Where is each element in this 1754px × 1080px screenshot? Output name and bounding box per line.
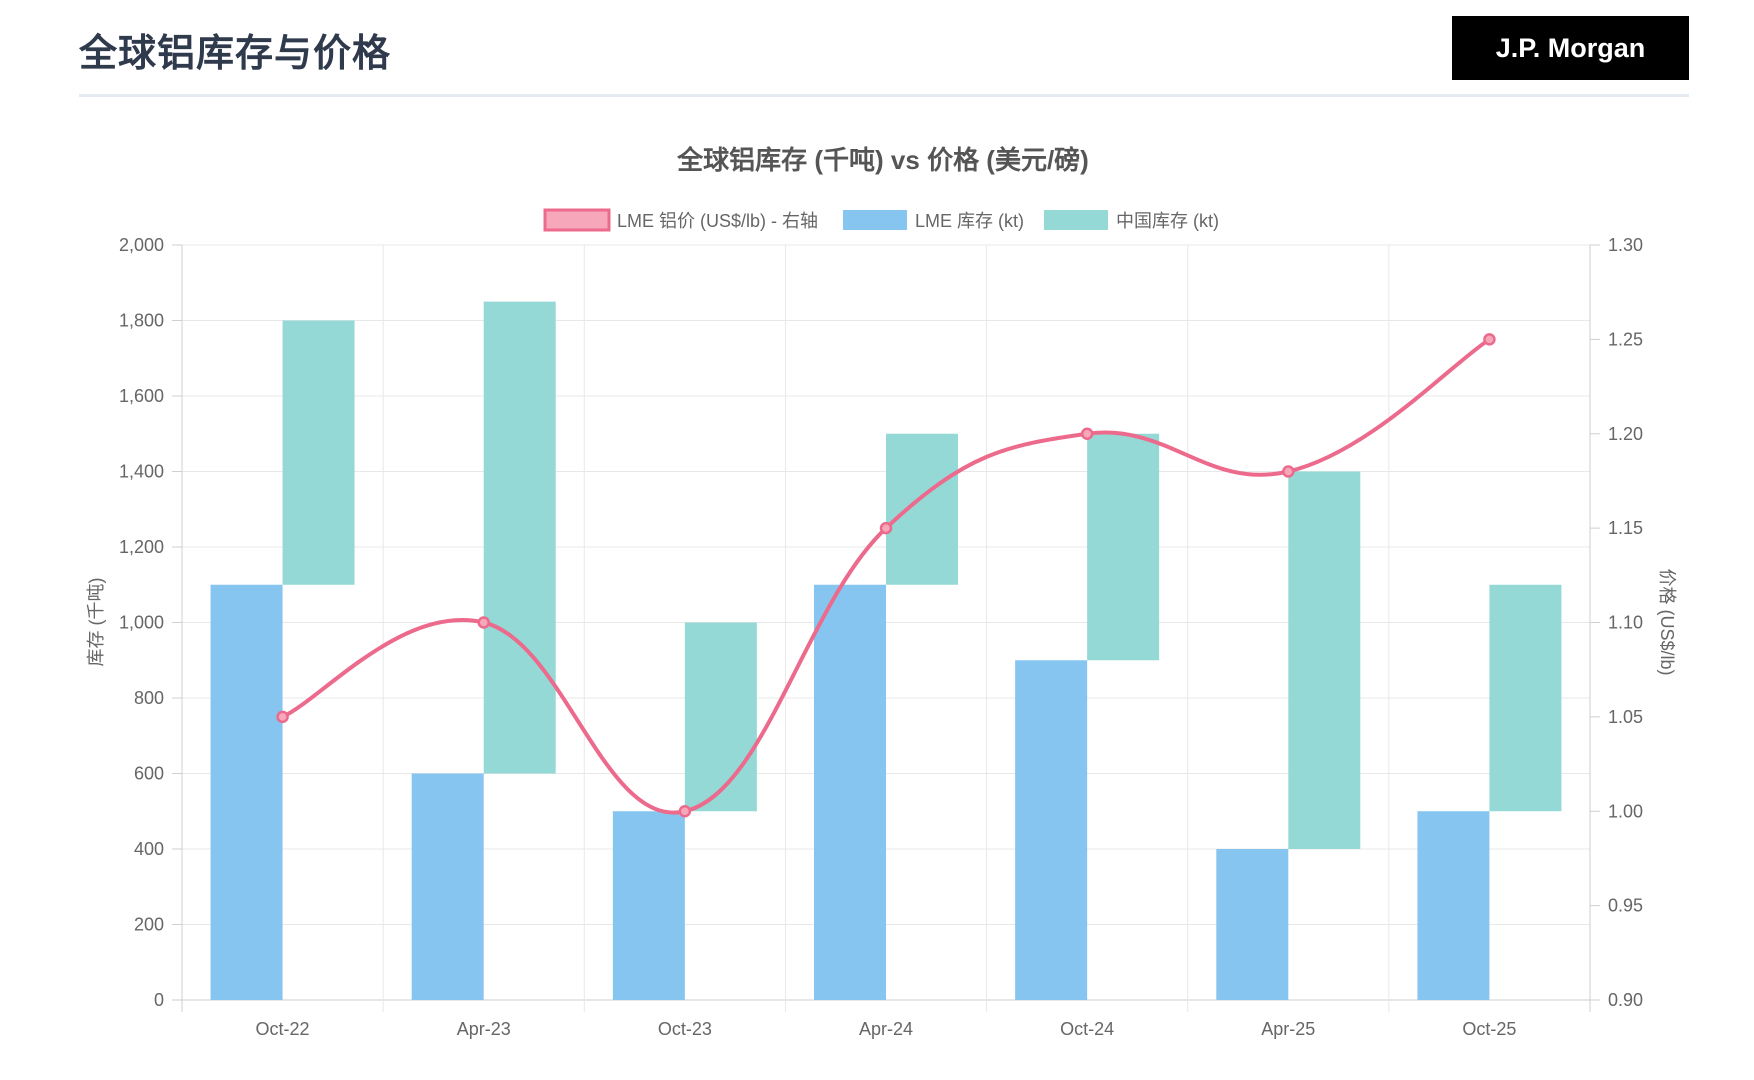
bar-china-oct-22 — [282, 320, 355, 585]
legend-swatch-price — [543, 208, 611, 232]
y2-tick-label: 0.95 — [1608, 896, 1643, 916]
x-tick-label: Apr-23 — [457, 1019, 511, 1039]
y-tick-label: 600 — [134, 764, 164, 784]
x-tick-label: Oct-25 — [1462, 1019, 1516, 1039]
y2-tick-label: 1.05 — [1608, 707, 1643, 727]
price-point-oct-22 — [276, 710, 289, 724]
price-point-oct-23 — [678, 805, 692, 818]
y-tick-label: 800 — [134, 688, 164, 708]
legend-swatch-lme — [843, 210, 907, 230]
y2-tick-label: 1.15 — [1608, 518, 1643, 538]
y-tick-label: 1,200 — [119, 537, 164, 557]
bar-lme-apr-24 — [814, 584, 886, 1000]
legend-item-price[interactable]: LME 铝价 (US$/lb) - 右轴 — [543, 208, 818, 232]
price-line — [276, 333, 1496, 818]
y-tick-label: 400 — [134, 839, 164, 859]
legend-item-lme[interactable]: LME 库存 (kt) — [843, 210, 1024, 231]
x-tick-label: Oct-23 — [658, 1019, 712, 1039]
bar-lme-oct-24 — [1015, 660, 1088, 1000]
bar-china-oct-23 — [684, 622, 757, 812]
bar-china-apr-23 — [483, 301, 556, 774]
page-title: 全球铝库存与价格 — [79, 31, 392, 75]
y2-tick-label: 1.25 — [1608, 329, 1643, 349]
legend: LME 铝价 (US$/lb) - 右轴 LME 库存 (kt) 中国库存 (k… — [543, 208, 1219, 232]
x-tick-label: Apr-25 — [1261, 1019, 1315, 1039]
x-tick-label: Apr-24 — [859, 1019, 913, 1039]
bar-lme-apr-25 — [1216, 849, 1289, 1000]
x-tick-label: Oct-24 — [1060, 1019, 1114, 1039]
axes: 0 200 400 600 800 1,000 1,200 1,400 1,600 1,800 2,… — [119, 235, 1643, 1039]
bar-china-apr-24 — [886, 433, 958, 585]
y2-tick-label: 1.00 — [1608, 801, 1643, 821]
y2-axis-title: 价格 (US$/lb) — [1657, 568, 1677, 675]
y-tick-label: 2,000 — [119, 235, 164, 255]
y-axis-title: 库存 (千吨) — [86, 578, 106, 667]
chart-title: 全球铝库存 (千吨) vs 价格 (美元/磅) — [676, 145, 1089, 175]
legend-label-price: LME 铝价 (US$/lb) - 右轴 — [617, 211, 818, 231]
y2-tick-label: 1.20 — [1608, 424, 1643, 444]
legend-item-china[interactable]: 中国库存 (kt) — [1044, 210, 1219, 231]
price-point-oct-24 — [1080, 427, 1094, 440]
bar-china-oct-25 — [1489, 584, 1562, 812]
legend-label-china: 中国库存 (kt) — [1116, 211, 1219, 231]
y2-tick-label: 1.10 — [1608, 613, 1643, 633]
y2-tick-label: 0.90 — [1608, 990, 1643, 1010]
price-point-apr-23 — [477, 616, 490, 629]
bars — [210, 301, 1562, 1000]
price-point-oct-25 — [1483, 333, 1496, 346]
legend-swatch-china — [1044, 210, 1108, 230]
price-point-apr-25 — [1282, 465, 1295, 478]
header-divider — [79, 94, 1689, 97]
y-tick-label: 200 — [134, 915, 164, 935]
legend-label-lme: LME 库存 (kt) — [915, 211, 1024, 231]
bar-lme-oct-25 — [1417, 811, 1490, 1000]
y2-tick-label: 1.30 — [1608, 235, 1643, 255]
y-tick-label: 1,000 — [119, 613, 164, 633]
bar-lme-apr-23 — [411, 773, 484, 1000]
y-tick-label: 0 — [154, 990, 164, 1010]
brand-logo: J.P. Morgan — [1452, 16, 1689, 80]
y-tick-label: 1,800 — [119, 311, 164, 331]
bar-china-apr-25 — [1288, 471, 1361, 849]
x-tick-label: Oct-22 — [256, 1019, 310, 1039]
price-point-apr-24 — [879, 521, 893, 535]
bar-lme-oct-23 — [612, 811, 685, 1000]
bar-china-oct-24 — [1087, 433, 1160, 661]
bar-lme-oct-22 — [210, 584, 283, 1000]
y-tick-label: 1,400 — [119, 462, 164, 482]
y-tick-label: 1,600 — [119, 386, 164, 406]
